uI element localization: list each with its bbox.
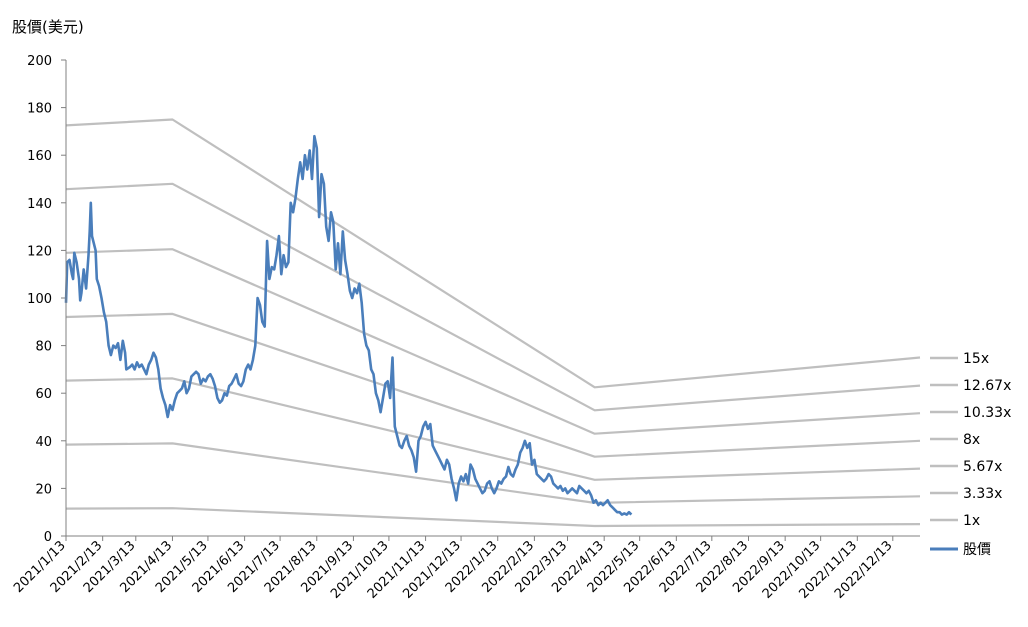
band-line-12-67x	[65, 182, 921, 412]
legend-label: 3.33x	[963, 486, 1002, 502]
band-line-10-33x	[65, 248, 921, 435]
y-axis-title: 股價(美元)	[12, 18, 84, 36]
band-line-8x	[65, 312, 921, 458]
y-tick-label: 140	[27, 197, 52, 212]
y-axis: 0 20 40 60 80 100 120 140 160 180 200	[27, 54, 66, 545]
legend-label: 10.33x	[963, 405, 1011, 421]
y-tick-label: 20	[35, 482, 52, 497]
legend-label: 5.67x	[963, 459, 1002, 475]
price-line	[64, 134, 633, 516]
y-tick-label: 200	[27, 54, 52, 69]
band-line-5-67x	[65, 377, 921, 481]
y-tick-label: 120	[27, 244, 52, 259]
price-line-group	[64, 134, 633, 516]
legend-label: 8x	[963, 432, 980, 448]
y-tick-label: 60	[35, 387, 52, 402]
y-tick-label: 160	[27, 149, 52, 164]
band-line-15x	[65, 118, 921, 389]
legend-label: 15x	[963, 351, 989, 367]
x-axis: 2021/1/132021/2/132021/3/132021/4/132021…	[11, 536, 896, 602]
band-line-3-33x	[65, 442, 921, 504]
band-line-1x	[65, 507, 921, 528]
y-tick-label: 180	[27, 102, 52, 117]
legend-label: 1x	[963, 513, 980, 529]
pe-band-lines	[65, 118, 921, 528]
legend: 15x 12.67x 10.33x 8x 5.67x 3.33x 1x 股價	[930, 351, 1011, 558]
y-tick-label: 100	[27, 292, 52, 307]
y-tick-label: 40	[35, 435, 52, 450]
legend-label: 12.67x	[963, 378, 1011, 394]
legend-label: 股價	[963, 541, 991, 558]
y-tick-label: 80	[35, 340, 52, 355]
y-tick-label: 0	[44, 530, 52, 545]
